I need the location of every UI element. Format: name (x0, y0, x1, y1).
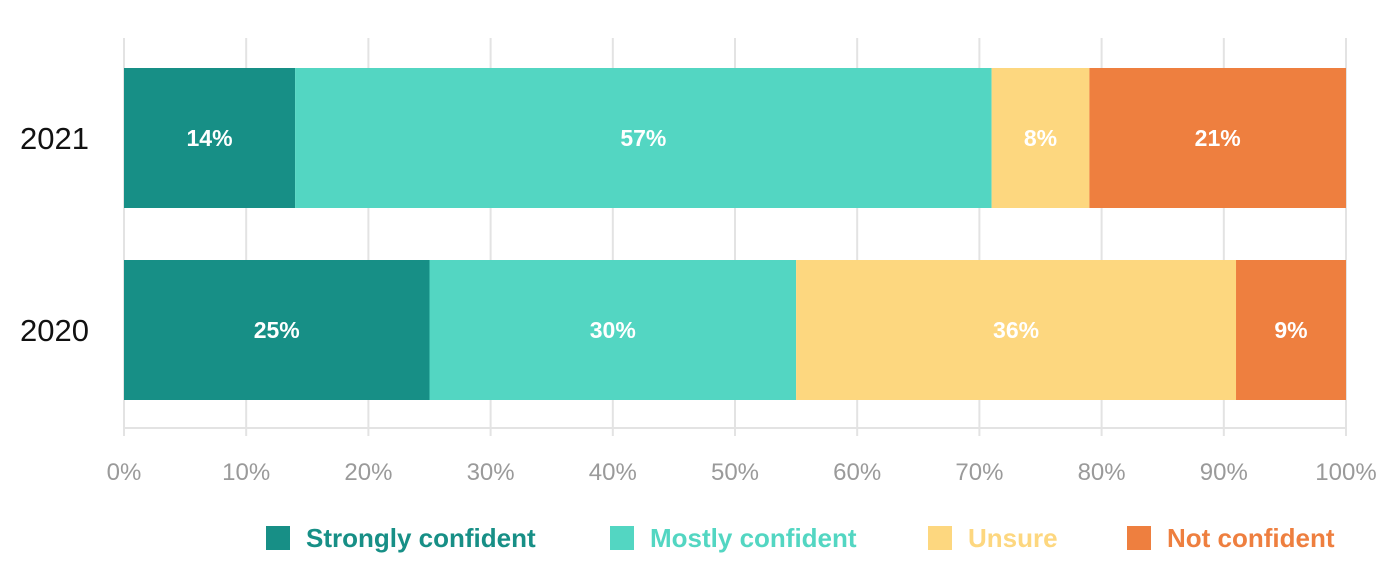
x-tick-label: 90% (1200, 459, 1248, 486)
bar-segment (1236, 260, 1346, 400)
legend-label: Unsure (968, 522, 1058, 553)
data-label: 25% (254, 317, 300, 343)
legend-label: Strongly confident (306, 522, 536, 553)
legend-swatch (610, 526, 634, 550)
x-tick-label: 100% (1315, 459, 1376, 486)
bars: 14% 57% 8% 21% 25% 30% 36% 9% (124, 68, 1346, 400)
data-label: 9% (1274, 317, 1307, 343)
bar-segment (796, 260, 1237, 400)
data-label: 8% (1024, 125, 1057, 151)
x-axis-tick-labels: 0% 10% 20% 30% 40% 50% 60% 70% 80% 90% 100% (107, 459, 1377, 486)
x-tick-label: 10% (222, 459, 270, 486)
bar-segment (124, 68, 296, 208)
legend-item: Mostly confident (610, 516, 857, 560)
x-tick-label: 40% (589, 459, 637, 486)
legend-item: Unsure (928, 516, 1058, 560)
x-tick-label: 20% (344, 459, 392, 486)
data-label: 14% (187, 125, 233, 151)
data-label: 30% (590, 317, 636, 343)
data-label: 57% (620, 125, 666, 151)
legend-swatch (266, 526, 290, 550)
category-label-2021: 2021 (20, 121, 89, 156)
legend-swatch (1127, 526, 1151, 550)
legend-item: Not confident (1127, 516, 1335, 560)
bar-segment (991, 68, 1090, 208)
x-tick-label: 80% (1078, 459, 1126, 486)
data-label: 21% (1195, 125, 1241, 151)
legend-label: Mostly confident (650, 522, 857, 553)
x-tick-label: 30% (467, 459, 515, 486)
x-tick-label: 70% (955, 459, 1003, 486)
bar-segment (1089, 68, 1346, 208)
x-tick-label: 60% (833, 459, 881, 486)
bar-segment (124, 260, 430, 400)
data-label: 36% (993, 317, 1039, 343)
category-label-2020: 2020 (20, 313, 89, 348)
stacked-bar-chart: 0% 10% 20% 30% 40% 50% 60% 70% 80% 90% 100% 14% 57% 8… (20, 38, 1377, 486)
bar-segment (429, 260, 797, 400)
legend: Strongly confident Mostly confident Unsure… (0, 516, 1400, 560)
bar-segment (295, 68, 992, 208)
x-tick-label: 50% (711, 459, 759, 486)
legend-item: Strongly confident (266, 516, 536, 560)
legend-label: Not confident (1167, 522, 1335, 553)
legend-swatch (928, 526, 952, 550)
x-tick-label: 0% (107, 459, 142, 486)
